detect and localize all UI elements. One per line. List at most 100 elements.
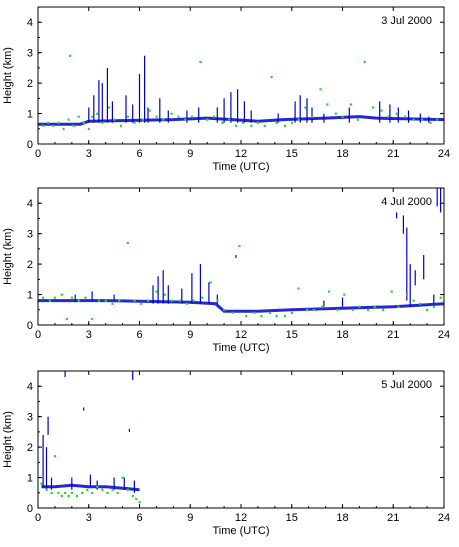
green-point: [62, 127, 65, 130]
green-point: [84, 296, 87, 299]
plot-frame: [37, 187, 445, 326]
green-point: [321, 305, 324, 308]
green-point: [82, 121, 85, 124]
x-tick-label: 9: [187, 148, 193, 160]
green-point: [268, 311, 271, 314]
green-point: [260, 314, 263, 318]
y-axis-label: Height (km): [2, 228, 14, 285]
x-tick-label: 24: [438, 148, 450, 160]
green-point: [75, 494, 79, 497]
green-point: [184, 118, 187, 121]
chart-title: 4 Jul 2000: [381, 196, 432, 208]
x-axis-label: Time (UTC): [212, 342, 269, 354]
green-point: [185, 302, 189, 305]
y-tick-label: 0: [27, 320, 33, 332]
green-point: [118, 299, 121, 302]
x-tick-label: 12: [235, 512, 247, 524]
x-tick-label: 0: [35, 329, 41, 341]
y-tick-label: 3: [27, 48, 33, 60]
green-point: [96, 112, 99, 115]
green-point: [106, 491, 109, 494]
green-point: [91, 491, 94, 494]
x-tick-label: 9: [187, 329, 193, 341]
x-tick-label: 24: [438, 512, 450, 524]
green-point: [328, 290, 331, 293]
green-point: [326, 103, 329, 106]
green-point: [311, 115, 314, 118]
x-tick-label: 18: [336, 148, 348, 160]
x-tick-label: 0: [35, 148, 41, 160]
y-tick-label: 1: [27, 290, 33, 302]
green-point: [91, 115, 94, 118]
green-point: [290, 121, 293, 124]
green-point: [419, 302, 422, 305]
y-tick-label: 2: [27, 442, 33, 454]
green-point: [42, 296, 45, 299]
green-point: [87, 127, 90, 130]
x-tick-label: 15: [286, 148, 298, 160]
green-point: [40, 482, 43, 485]
green-point: [131, 494, 134, 497]
green-point: [201, 296, 204, 299]
green-point: [77, 299, 80, 302]
green-point: [155, 115, 158, 118]
green-point: [77, 115, 80, 118]
x-tick-label: 15: [286, 329, 298, 341]
green-point: [372, 106, 375, 109]
x-axis: 0 3 6 9 12 15 18 21 24: [35, 188, 450, 341]
green-point: [57, 491, 60, 494]
x-tick-label: 3: [86, 148, 92, 160]
green-point: [256, 121, 260, 124]
x-axis: 0 3 6 9 12 15 18 21 24: [35, 7, 450, 160]
green-point: [50, 491, 53, 494]
green-point: [42, 124, 45, 127]
x-tick-label: 21: [387, 512, 399, 524]
green-point: [141, 118, 145, 121]
green-point: [387, 115, 390, 118]
green-point: [350, 103, 353, 106]
x-axis-label: Time (UTC): [212, 161, 269, 173]
green-point: [341, 115, 344, 118]
green-point: [436, 118, 439, 121]
green-point: [250, 124, 253, 127]
x-tick-label: 21: [387, 148, 399, 160]
green-point: [104, 299, 107, 302]
green-point: [405, 293, 408, 296]
x-tick-label: 6: [136, 148, 142, 160]
green-point: [111, 302, 114, 305]
green-point: [275, 121, 278, 124]
green-point: [290, 311, 293, 314]
green-point: [284, 314, 287, 318]
x-axis: 0 3 6 9 12 15 18 21 24: [35, 371, 450, 524]
green-point: [412, 118, 415, 121]
green-point: [421, 118, 424, 121]
green-point: [312, 308, 315, 311]
green-point: [336, 308, 339, 311]
green-point: [319, 88, 322, 91]
green-point: [133, 299, 136, 302]
green-point: [439, 296, 442, 299]
green-point: [297, 287, 300, 290]
x-tick-label: 3: [86, 329, 92, 341]
plot-frame: [37, 6, 445, 145]
green-point: [263, 124, 266, 127]
green-point: [86, 488, 89, 491]
green-point: [382, 308, 385, 311]
green-point: [412, 299, 415, 302]
y-axis-label: Height (km): [2, 47, 14, 104]
x-axis-label: Time (UTC): [212, 525, 269, 537]
x-tick-label: 24: [438, 329, 450, 341]
y-axis-label: Height (km): [2, 411, 14, 468]
y-tick-label: 1: [27, 473, 33, 485]
green-point: [373, 305, 376, 308]
green-point: [253, 311, 256, 314]
green-point: [48, 299, 51, 302]
green-point: [53, 455, 57, 458]
green-point: [380, 109, 383, 112]
green-point: [284, 124, 287, 127]
x-tick-label: 15: [286, 512, 298, 524]
green-point: [358, 305, 361, 308]
